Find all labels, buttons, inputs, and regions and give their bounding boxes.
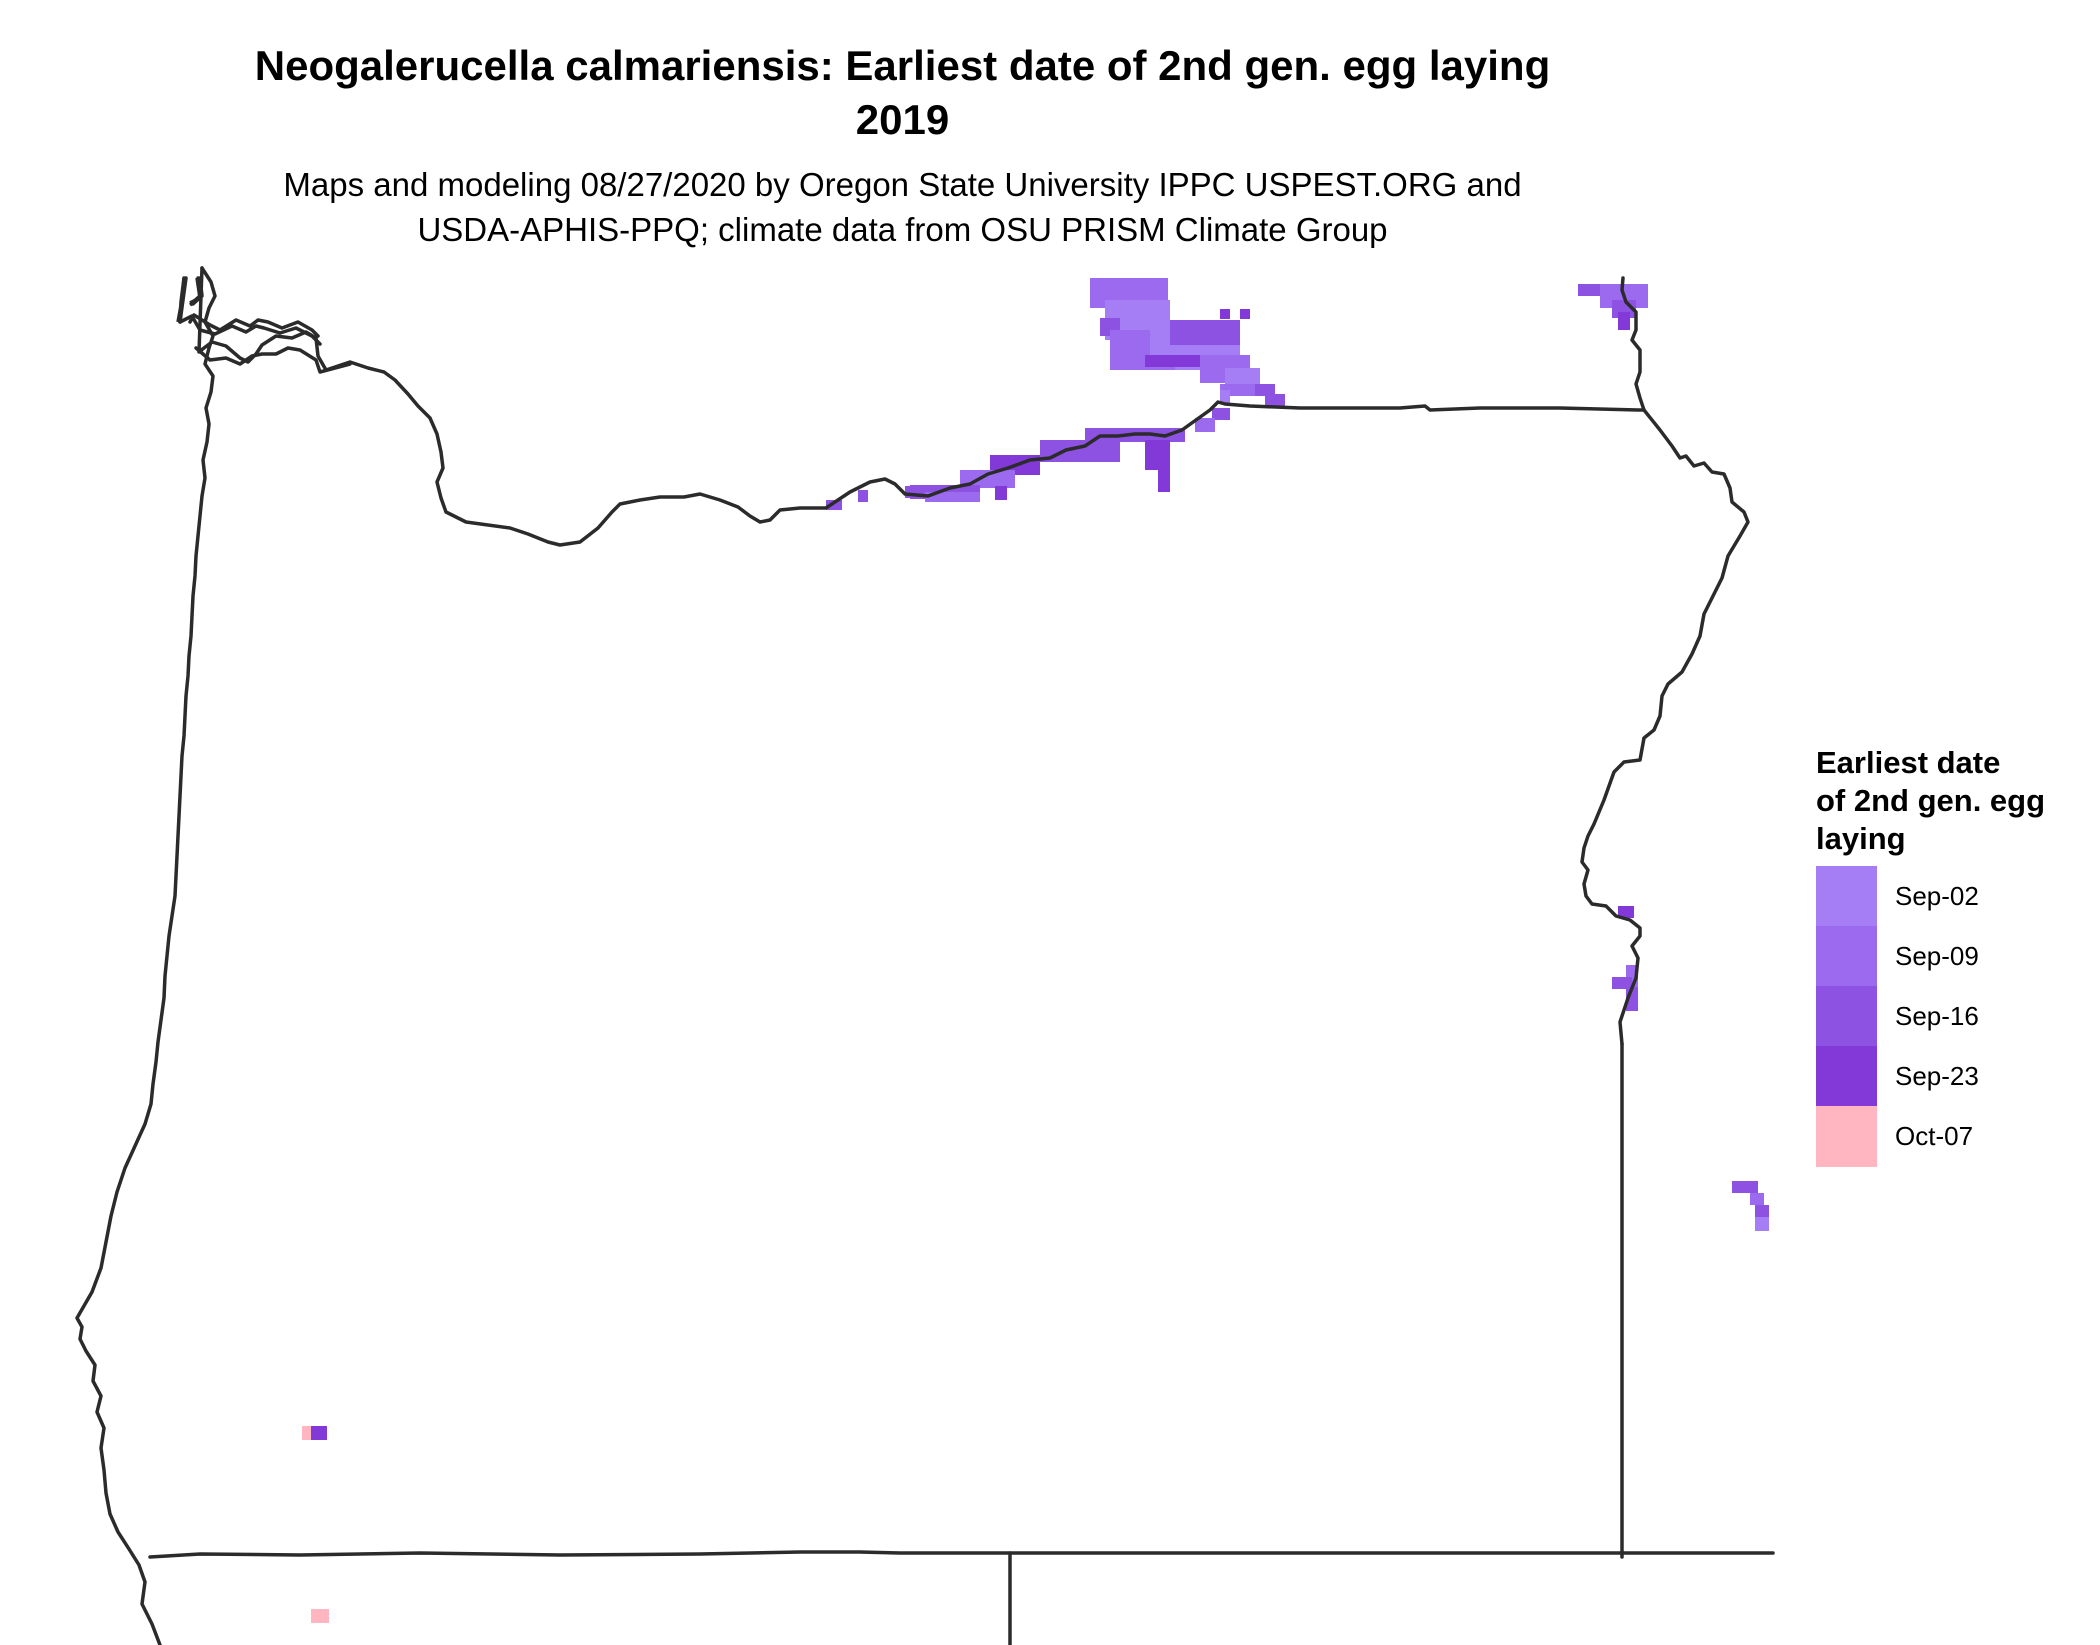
data-cell (1755, 1217, 1769, 1231)
data-cell (1750, 1193, 1764, 1205)
legend-label-sep-09: Sep-09 (1895, 941, 1979, 971)
data-cell (1255, 384, 1275, 396)
oregon-north-coast-to-columbia (197, 266, 1646, 547)
data-cell (826, 500, 842, 510)
data-cells (302, 278, 1769, 1623)
data-cell (1040, 440, 1120, 462)
data-cell (302, 1426, 311, 1440)
data-cell (1158, 468, 1170, 492)
legend-title-line-3: laying (1816, 821, 1906, 856)
data-cell (1732, 1181, 1758, 1193)
columbia-mouth-south (194, 346, 352, 374)
data-cell (1170, 320, 1240, 345)
legend-label-sep-16: Sep-16 (1895, 1001, 1979, 1031)
southern-border (148, 1550, 1775, 1559)
washington-idaho-border (1620, 276, 1646, 412)
map-subtitle-line-2: USDA-APHIS-PPQ; climate data from OSU PR… (417, 211, 1388, 248)
state-boundaries (74, 0, 222, 1645)
data-cell (1755, 1205, 1769, 1217)
legend-title-line-1: Earliest date (1816, 745, 2001, 780)
data-cell (995, 486, 1007, 500)
columbia-mouth-north (191, 316, 322, 346)
data-cell (1618, 312, 1630, 330)
data-cell (311, 1426, 327, 1440)
map-title-line-2: 2019 (855, 96, 950, 143)
legend-swatch-sep-09 (1816, 926, 1877, 987)
data-cell (1240, 309, 1250, 319)
map-title-line-1: Neogalerucella calmariensis: Earliest da… (254, 42, 1551, 89)
washington-willapa-coast (178, 276, 204, 324)
data-cell (1145, 440, 1170, 470)
washington-north-coast (188, 313, 320, 338)
visible-boundaries (75, 266, 1775, 1645)
legend-swatch-sep-02 (1816, 866, 1877, 927)
legend-title-line-2: of 2nd gen. egg (1816, 783, 2046, 818)
data-cell (311, 1609, 329, 1623)
map-subtitle-line-1: Maps and modeling 08/27/2020 by Oregon S… (283, 166, 1522, 203)
eastern-border (1582, 410, 1748, 1106)
snake-river-line (1580, 408, 1750, 1046)
data-cell (858, 490, 868, 502)
oregon-coast-and-columbia-river (76, 258, 218, 1550)
data-cell (1220, 309, 1230, 319)
data-cell (925, 492, 980, 502)
legend-label-oct-07: Oct-07 (1895, 1121, 1974, 1151)
legend-label-sep-02: Sep-02 (1895, 881, 1979, 911)
oregon-coast-line (76, 266, 214, 1645)
legend-title: Earliest date of 2nd gen. egg laying (1816, 744, 2096, 858)
data-cell (1212, 408, 1230, 420)
legend-swatch-sep-16 (1816, 986, 1877, 1047)
legend-label-sep-23: Sep-23 (1895, 1061, 1979, 1091)
snake-river-east-border (1580, 410, 1750, 1106)
data-cell (1265, 394, 1285, 406)
data-cell (1145, 355, 1205, 367)
data-cell (1195, 418, 1215, 432)
legend-swatch-sep-23 (1816, 1046, 1877, 1107)
data-cell (1618, 906, 1634, 918)
legend-swatch-oct-07 (1816, 1106, 1877, 1167)
data-cell (1220, 390, 1230, 404)
data-cell (1612, 977, 1632, 989)
oregon-coast-boundary (75, 266, 217, 1645)
oregon-coastline (74, 0, 222, 1645)
